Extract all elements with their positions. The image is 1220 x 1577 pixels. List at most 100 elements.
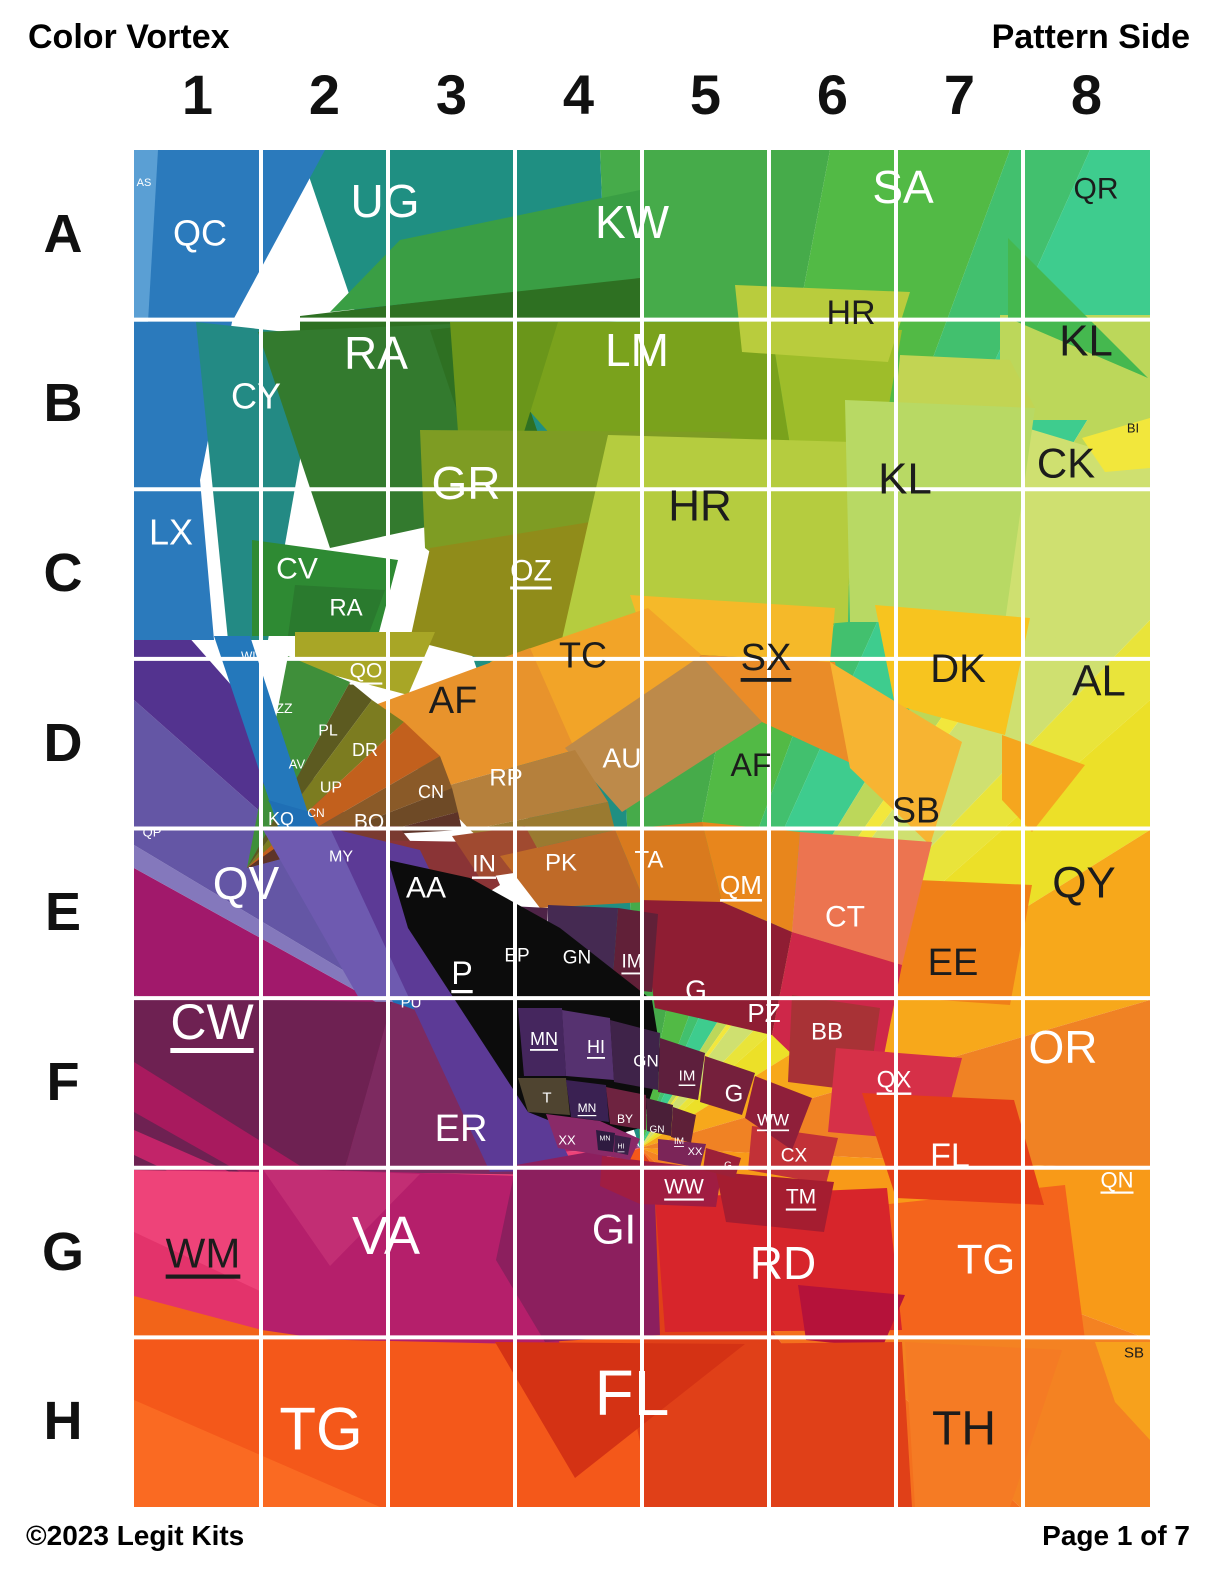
piece-label-WW: WW	[664, 1176, 704, 1199]
piece-label-XX: XX	[688, 1146, 703, 1158]
pattern-piece	[606, 1087, 646, 1130]
piece-label-PZ: PZ	[747, 998, 780, 1028]
piece-label-WM: WM	[166, 1230, 241, 1277]
piece-label-QX: QX	[877, 1067, 912, 1094]
pattern-piece	[1008, 238, 1148, 378]
piece-label-EP: EP	[504, 946, 529, 967]
piece-label-PL: PL	[318, 723, 338, 740]
piece-label-KW: KW	[595, 196, 670, 248]
piece-label-IM: IM	[674, 1136, 684, 1146]
piece-label-OZ: OZ	[510, 555, 552, 588]
col-header-4: 4	[562, 63, 595, 126]
col-header-2: 2	[308, 63, 341, 126]
row-header-F: F	[46, 1051, 80, 1112]
pattern-piece	[565, 655, 762, 812]
piece-label-HR: HR	[826, 294, 875, 332]
piece-label-T: T	[542, 1090, 551, 1107]
pattern-piece	[700, 1056, 755, 1115]
pattern-piece	[658, 1139, 706, 1168]
pattern-piece	[262, 1168, 420, 1266]
piece-label-CY: CY	[231, 376, 281, 417]
piece-label-MN: MN	[578, 1101, 597, 1115]
piece-label-LX: LX	[149, 512, 193, 553]
row-header-E: E	[44, 882, 82, 943]
pattern-piece	[496, 1150, 660, 1342]
piece-label-AF: AF	[429, 680, 478, 722]
pattern-piece	[716, 1172, 834, 1232]
page-title: Color Vortex	[28, 18, 230, 56]
piece-label-TM: TM	[786, 1186, 816, 1209]
piece-label-KQ: KQ	[268, 809, 294, 829]
row-header-G: G	[41, 1221, 84, 1282]
piece-label-EE: EE	[928, 942, 979, 984]
col-header-6: 6	[816, 63, 849, 126]
piece-label-RA: RA	[344, 327, 408, 379]
piece-label-QC: QC	[173, 213, 227, 254]
copyright-text: ©2023 Legit Kits	[26, 1520, 245, 1551]
piece-label-BI: BI	[1127, 421, 1139, 436]
piece-label-WW: WW	[757, 1111, 789, 1130]
piece-label-CN: CN	[307, 806, 324, 820]
piece-label-AS: AS	[137, 177, 152, 189]
piece-label-FL: FL	[930, 1137, 970, 1175]
pattern-piece	[658, 1038, 705, 1100]
pattern-piece	[1095, 1342, 1150, 1440]
piece-label-HI: HI	[618, 1144, 625, 1151]
pattern-piece	[610, 1020, 660, 1090]
piece-label-TG: TG	[957, 1236, 1015, 1283]
pattern-piece	[875, 605, 1030, 735]
piece-label-AU: AU	[603, 743, 642, 774]
piece-label-CN: CN	[418, 782, 444, 802]
piece-label-DK: DK	[930, 647, 986, 691]
pattern-piece	[735, 285, 910, 362]
piece-label-QY: QY	[1052, 859, 1116, 908]
piece-label-CK: CK	[1037, 440, 1095, 487]
piece-label-IN: IN	[472, 851, 496, 878]
piece-label-TG: TG	[279, 1396, 362, 1463]
piece-label-KL: KL	[878, 455, 932, 504]
piece-label-IM: IM	[621, 952, 642, 973]
piece-label-HR: HR	[668, 482, 732, 531]
piece-label-AF: AF	[731, 747, 772, 783]
piece-label-DR: DR	[352, 740, 378, 760]
piece-label-MN: MN	[530, 1029, 558, 1049]
piece-label-OR: OR	[1029, 1021, 1098, 1073]
piece-label-PK: PK	[545, 850, 577, 877]
piece-label-XX: XX	[558, 1133, 576, 1148]
piece-label-LM: LM	[605, 324, 669, 376]
pattern-piece	[134, 150, 158, 322]
piece-label-G: G	[725, 1081, 744, 1108]
pattern-piece	[495, 1342, 745, 1478]
piece-label-KL: KL	[1059, 317, 1113, 366]
pattern-piece	[845, 400, 1035, 622]
pattern-piece	[703, 1148, 741, 1178]
pattern-piece	[562, 1010, 614, 1080]
piece-label-QR: QR	[1074, 173, 1119, 206]
piece-label-TC: TC	[559, 635, 607, 676]
pattern-piece	[247, 656, 350, 868]
piece-label-SX: SX	[741, 637, 792, 679]
piece-label-RP: RP	[489, 765, 522, 792]
pattern-piece	[862, 1093, 1044, 1205]
piece-label-CT: CT	[825, 901, 865, 934]
piece-label-WL: WL	[241, 649, 259, 663]
col-header-3: 3	[435, 63, 468, 126]
piece-label-IM: IM	[679, 1068, 696, 1085]
piece-label-P: P	[451, 955, 472, 991]
row-header-H: H	[43, 1391, 83, 1452]
pattern-piece	[895, 355, 1035, 408]
piece-label-QV: QV	[213, 857, 280, 909]
pattern-piece	[1000, 315, 1150, 420]
pattern-piece	[450, 322, 558, 445]
piece-label-MY: MY	[329, 849, 353, 866]
piece-label-AV: AV	[289, 757, 306, 772]
piece-label-HI: HI	[587, 1037, 605, 1057]
pattern-piece	[295, 632, 435, 695]
piece-label-UP: UP	[320, 780, 342, 797]
piece-label-BB: BB	[811, 1019, 843, 1046]
pattern-piece	[288, 585, 385, 636]
piece-label-VA: VA	[352, 1206, 420, 1266]
piece-label-GN: GN	[563, 948, 592, 969]
pattern-piece	[702, 822, 800, 932]
pattern-piece	[134, 150, 325, 640]
